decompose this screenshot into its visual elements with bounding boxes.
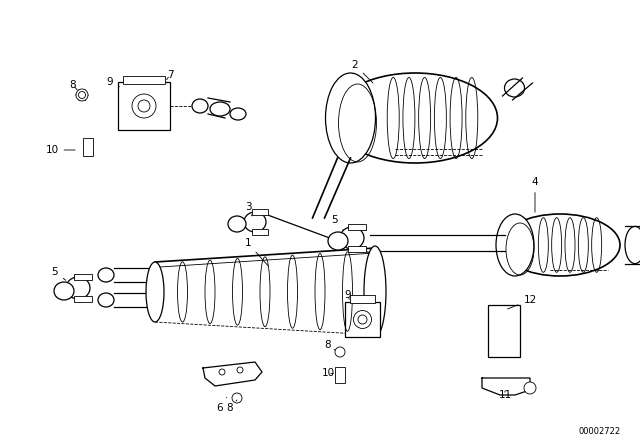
Ellipse shape bbox=[364, 246, 386, 337]
Bar bbox=[335, 367, 345, 383]
Ellipse shape bbox=[232, 393, 242, 403]
Text: 3: 3 bbox=[244, 202, 252, 216]
Ellipse shape bbox=[146, 262, 164, 322]
Text: 6: 6 bbox=[217, 397, 227, 413]
Ellipse shape bbox=[230, 108, 246, 120]
Bar bbox=[350, 295, 375, 303]
Ellipse shape bbox=[98, 293, 114, 307]
Text: 1: 1 bbox=[244, 238, 268, 266]
Ellipse shape bbox=[333, 73, 497, 163]
Bar bbox=[74, 296, 92, 302]
Bar bbox=[118, 82, 170, 130]
Text: 5: 5 bbox=[332, 215, 343, 230]
Text: 5: 5 bbox=[52, 267, 66, 280]
Bar bbox=[345, 302, 380, 337]
Ellipse shape bbox=[504, 79, 525, 97]
Ellipse shape bbox=[496, 214, 534, 276]
Bar bbox=[348, 224, 366, 230]
Bar bbox=[252, 209, 268, 215]
Text: 11: 11 bbox=[499, 390, 511, 400]
Text: 2: 2 bbox=[352, 60, 373, 83]
Ellipse shape bbox=[500, 214, 620, 276]
Ellipse shape bbox=[237, 367, 243, 373]
Ellipse shape bbox=[340, 227, 364, 249]
Ellipse shape bbox=[625, 226, 640, 263]
Bar bbox=[348, 246, 366, 252]
Ellipse shape bbox=[66, 277, 90, 299]
Polygon shape bbox=[482, 378, 530, 395]
Text: 10: 10 bbox=[321, 368, 335, 378]
Ellipse shape bbox=[132, 94, 156, 118]
Text: 8: 8 bbox=[70, 80, 77, 90]
Ellipse shape bbox=[353, 310, 371, 328]
Polygon shape bbox=[203, 362, 262, 386]
Bar bbox=[123, 76, 165, 84]
Ellipse shape bbox=[524, 382, 536, 394]
Ellipse shape bbox=[326, 73, 376, 163]
Ellipse shape bbox=[79, 91, 86, 99]
Bar bbox=[83, 138, 93, 156]
Text: 7: 7 bbox=[166, 70, 173, 80]
Text: 8: 8 bbox=[227, 400, 237, 413]
Ellipse shape bbox=[219, 369, 225, 375]
Bar bbox=[74, 274, 92, 280]
Ellipse shape bbox=[335, 347, 345, 357]
Text: 8: 8 bbox=[324, 340, 335, 350]
Ellipse shape bbox=[138, 100, 150, 112]
Ellipse shape bbox=[76, 89, 88, 101]
Text: 00002722: 00002722 bbox=[579, 427, 621, 436]
Bar bbox=[252, 229, 268, 235]
Ellipse shape bbox=[244, 212, 266, 232]
Text: 9: 9 bbox=[107, 77, 120, 87]
Ellipse shape bbox=[358, 315, 367, 324]
Text: 12: 12 bbox=[508, 295, 536, 309]
Ellipse shape bbox=[210, 102, 230, 116]
Ellipse shape bbox=[328, 232, 348, 250]
Text: 10: 10 bbox=[45, 145, 76, 155]
Text: 4: 4 bbox=[532, 177, 538, 212]
Ellipse shape bbox=[54, 282, 74, 300]
Ellipse shape bbox=[98, 268, 114, 282]
Ellipse shape bbox=[192, 99, 208, 113]
Text: 9: 9 bbox=[345, 290, 351, 300]
Bar bbox=[488, 305, 520, 357]
Ellipse shape bbox=[228, 216, 246, 232]
